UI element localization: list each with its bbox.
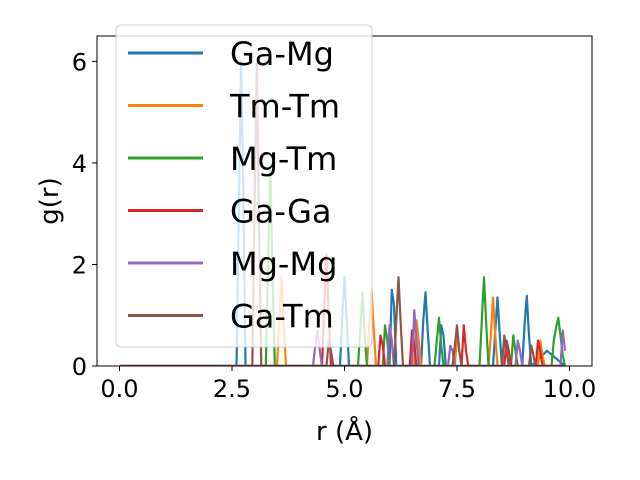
legend-label: Ga-Ga bbox=[230, 193, 332, 231]
legend-label: Tm-Tm bbox=[229, 88, 340, 126]
x-axis-label: r (Å) bbox=[316, 415, 373, 447]
y-tick-label: 4 bbox=[72, 150, 87, 178]
legend-label: Mg-Tm bbox=[230, 140, 337, 178]
series-line-tm-tm bbox=[119, 276, 565, 366]
x-tick-label: 10.0 bbox=[543, 375, 596, 403]
legend-label: Mg-Mg bbox=[230, 245, 337, 283]
y-tick-label: 0 bbox=[72, 353, 87, 381]
legend-label: Ga-Mg bbox=[230, 35, 334, 73]
series-line-mg-tm bbox=[119, 166, 567, 366]
x-tick-label: 7.5 bbox=[438, 375, 476, 403]
legend: Ga-Mg Tm-Tm Mg-Tm Ga-Ga Mg-Mg Ga-Tm bbox=[115, 24, 373, 348]
x-tick-label: 5.0 bbox=[325, 375, 363, 403]
y-tick-label: 2 bbox=[72, 251, 87, 279]
x-tick-label: 0.0 bbox=[100, 375, 138, 403]
legend-label: Ga-Tm bbox=[230, 298, 334, 336]
series-line-mg-mg bbox=[119, 309, 567, 366]
x-tick-label: 2.5 bbox=[213, 375, 251, 403]
y-tick-label: 6 bbox=[72, 48, 87, 76]
y-axis-label: g(r) bbox=[35, 177, 65, 224]
tick-layer: 0.0 2.5 5.0 7.5 10.0 0 2 4 6 bbox=[72, 48, 597, 403]
series-line-ga-mg bbox=[119, 60, 566, 366]
